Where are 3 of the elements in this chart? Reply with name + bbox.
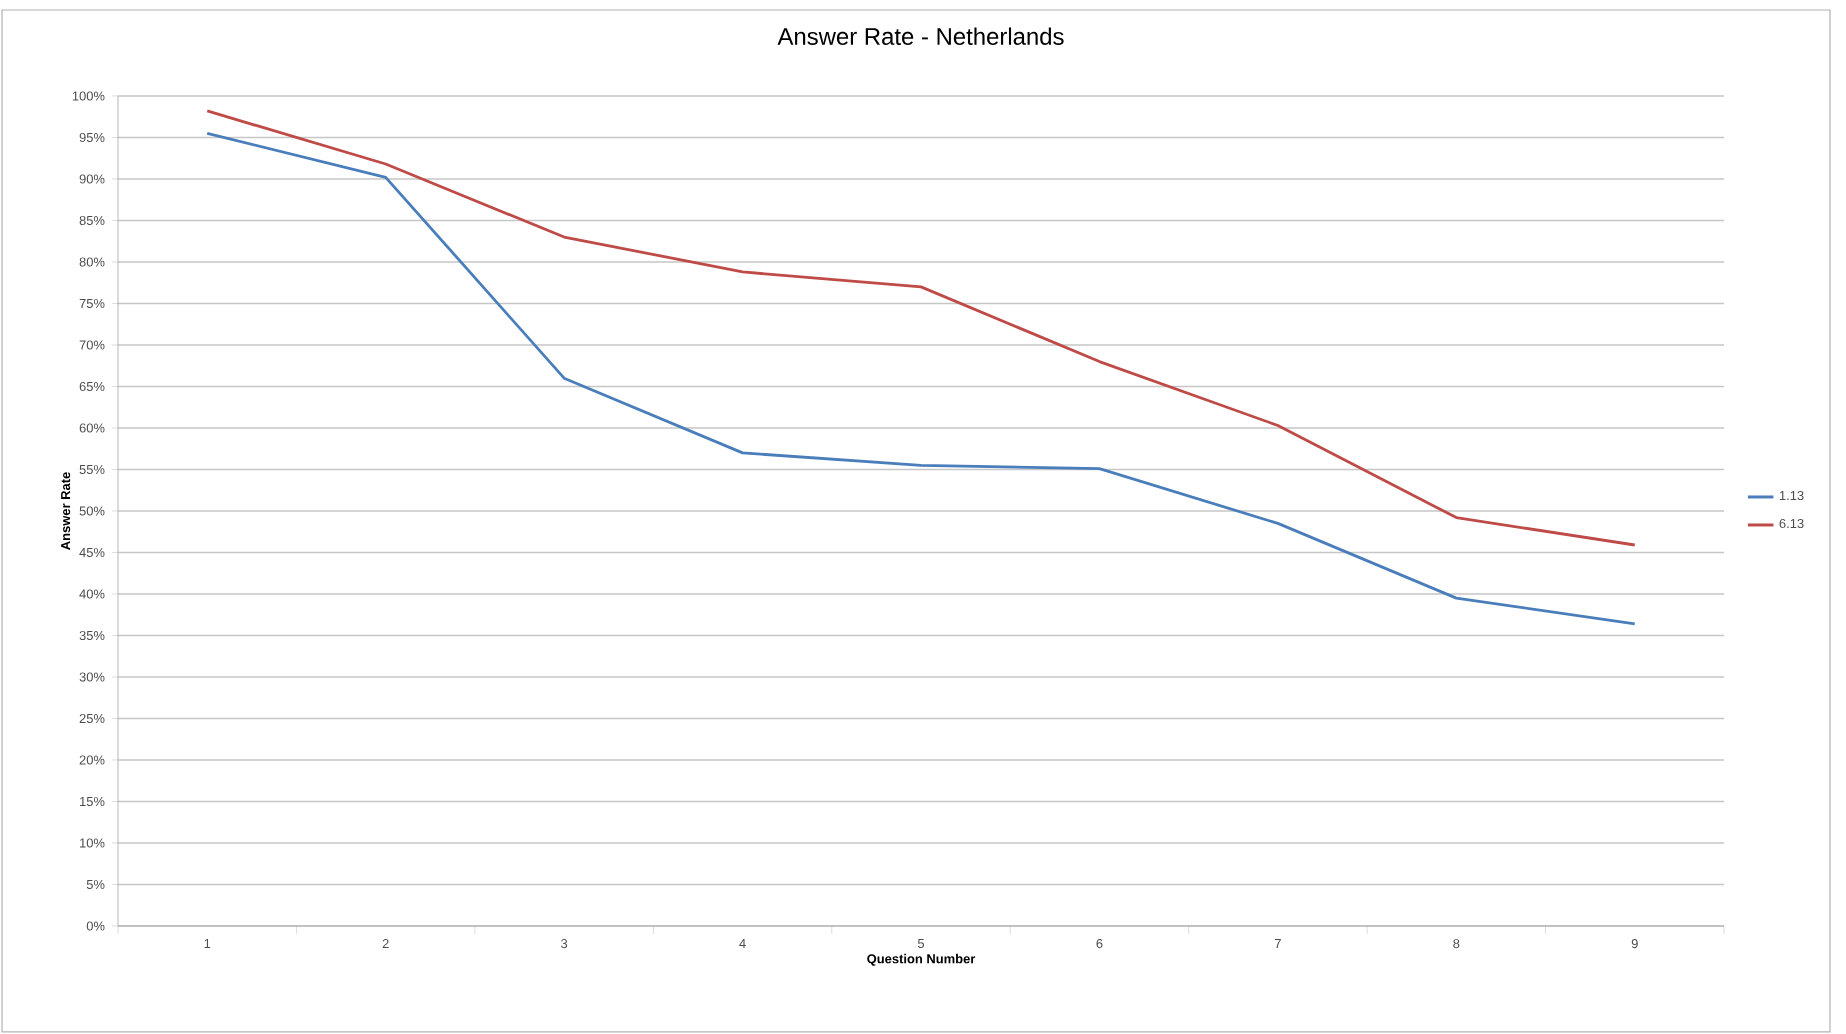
line-series <box>205 131 1637 626</box>
chart-title: Answer Rate - Netherlands <box>777 27 1064 45</box>
line-series <box>205 109 1637 547</box>
